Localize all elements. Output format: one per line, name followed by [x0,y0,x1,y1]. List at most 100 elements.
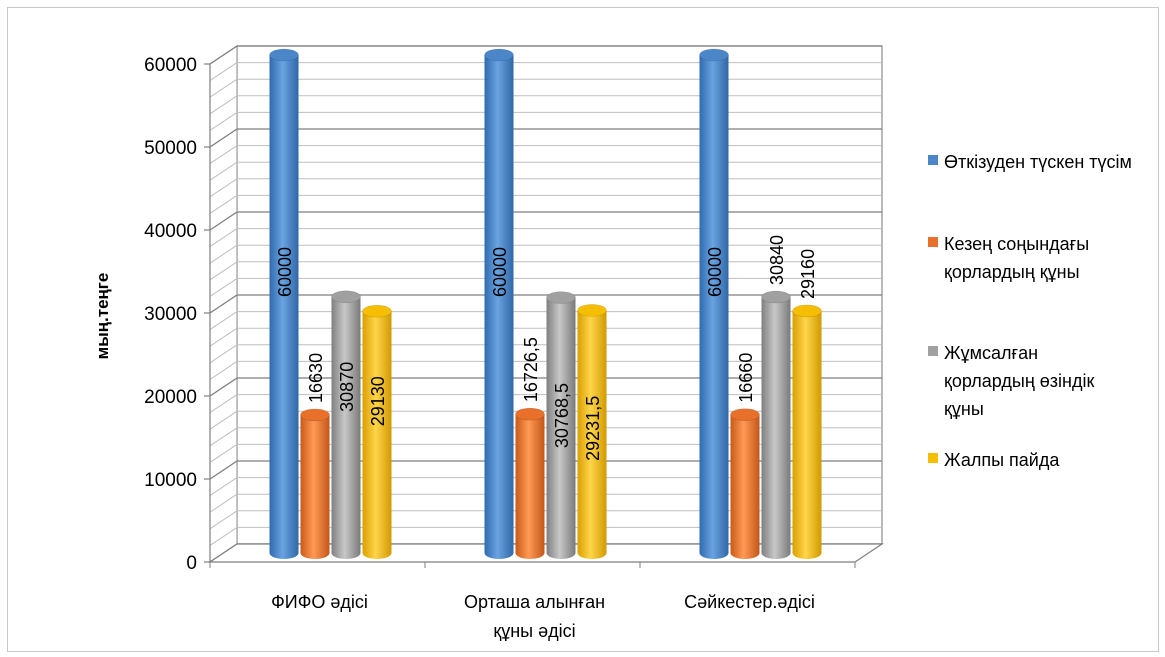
legend: Өткізуден түскен түсім Кезең соңындағы қ… [928,0,1158,657]
gridline-side [209,394,238,414]
gridline-side [209,228,238,248]
gridline-side [209,460,238,480]
gridline-side [209,211,238,231]
gridline-side [209,62,238,82]
x-category-label: Орташа алынған құны әдісі [464,592,605,641]
bar-top [577,304,607,317]
bar-body [362,311,392,559]
gridline-side [209,294,238,314]
gridline-side [209,510,238,530]
gridline-side [209,410,238,430]
y-tick-label: 40000 [144,221,197,242]
bar-top [515,407,545,421]
data-label: 16726,5 [521,337,541,402]
bar [300,408,330,559]
axes: 0 10000 20000 30000 40000 50000 60000 ФИФО әдіс… [144,55,856,641]
data-label: 30840 [767,235,787,285]
y-tick-label: 30000 [144,304,197,325]
gridline-side [209,178,238,198]
y-axis-label: мың.теңге [93,273,112,360]
bar-body [331,296,361,559]
y-tick-label: 60000 [144,55,197,76]
bar-top [546,291,576,304]
data-label: 29160 [798,249,818,299]
gridline-side [209,377,238,397]
x-category-label: ФИФО әдісі [271,592,368,612]
legend-item-revenue: Өткізуден түскен түсім [928,148,1139,176]
bar-body [515,414,545,559]
y-tick-label: 20000 [144,387,197,408]
bar [546,291,576,559]
data-label: 29130 [368,376,388,426]
gridline-side [209,128,238,148]
data-label: 60000 [705,247,725,297]
data-label: 29231,5 [583,396,603,461]
bar-body [761,297,791,559]
chart-frame [7,7,1159,652]
legend-label: Кезең соңындағы қорлардың құны [944,234,1090,282]
bar-body [730,414,760,559]
bar [730,408,760,559]
gridline-side [209,327,238,347]
legend-label: Жалпы пайда [944,450,1060,470]
bar [362,304,392,559]
data-label: 16660 [736,353,756,403]
bar-body [484,55,514,559]
bar [761,290,791,559]
bar-body [300,414,330,559]
gridline-side [209,526,238,546]
data-label: 30870 [337,362,357,412]
bar [792,304,822,559]
gridline-side [209,244,238,264]
gridline-side [209,194,238,214]
data-label: 30768,5 [552,383,572,448]
bar [331,290,361,559]
gridline-side [209,261,238,281]
legend-swatch-gross-profit [928,453,938,463]
bar-top [300,408,330,422]
bars [269,48,822,559]
bar-body [546,297,576,559]
legend-item-inventory-end: Кезең соңындағы қорлардың құны [928,230,1159,286]
gridline-side [209,161,238,181]
gridline-side [209,427,238,447]
legend-swatch-inventory-end [928,237,938,247]
bar-top [362,304,392,318]
y-tick-label: 10000 [144,470,197,491]
data-label: 16630 [306,353,326,403]
legend-swatch-revenue [928,155,938,165]
data-labels: 60000 16630 30870 29130 60000 16726,5 30768,5 2… [275,235,818,461]
bar [484,48,514,559]
gridline-side [209,477,238,497]
bar-body [269,55,299,559]
gridline-side [209,344,238,364]
legend-item-gross-profit: Жалпы пайда [928,446,1144,474]
legend-item-cost: Жұмсалған қорлардың өзіндік құны [928,339,1104,423]
gridline-side [209,360,238,380]
y-tick-label: 0 [186,553,197,574]
x-category-label: Сәйкестер.әдісі [684,592,815,612]
bar-body [577,310,607,559]
gridline-side [209,443,238,463]
gridline-side [209,45,238,65]
data-label: 60000 [275,247,295,297]
gridline-side [209,493,238,513]
gridline-side [209,95,238,115]
bar-body [699,55,729,559]
legend-label: Жұмсалған қорлардың өзіндік құны [944,343,1095,419]
bar-top [699,48,729,62]
gridline-side [209,145,238,165]
bar-top [331,290,361,304]
gridline-side [209,78,238,98]
bar-top [484,48,514,62]
bar [699,48,729,559]
y-tick-label: 50000 [144,138,197,159]
bar-top [761,290,791,304]
gridline-side [209,277,238,297]
bar-top [730,408,760,422]
bar [577,304,607,559]
legend-label: Өткізуден түскен түсім [944,152,1132,172]
bar [515,407,545,559]
gridline-side [209,111,238,131]
